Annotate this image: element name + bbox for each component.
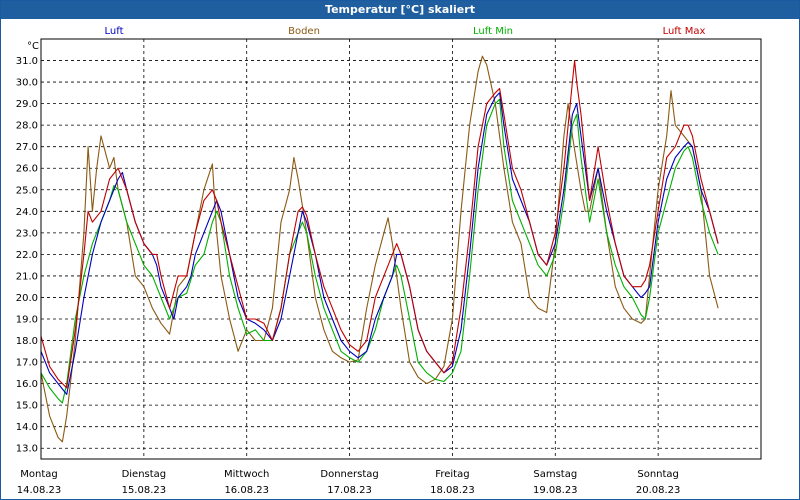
y-tick-label: 19.0 — [16, 315, 38, 326]
series-line-luft — [40, 92, 719, 395]
legend-boden: Boden — [288, 26, 320, 37]
day-name-label: Sonntag — [637, 469, 679, 480]
y-tick-label: 27.0 — [16, 142, 38, 153]
series-line-luft-max — [40, 59, 719, 389]
day-name-label: Donnerstag — [320, 469, 378, 480]
y-tick-label: 15.0 — [16, 401, 38, 412]
y-tick-label: 23.0 — [16, 228, 38, 239]
legend-luft-max: Luft Max — [662, 26, 706, 37]
y-tick-label: 13.0 — [16, 444, 38, 455]
y-axis-unit-label: °C — [27, 41, 39, 52]
y-tick-label: 28.0 — [16, 121, 38, 132]
window-title: Temperatur [°C] skaliert — [1, 1, 799, 19]
series-lines — [40, 55, 719, 443]
y-tick-label: 17.0 — [16, 358, 38, 369]
grid-lines — [41, 39, 761, 459]
y-tick-label: 14.0 — [16, 422, 38, 433]
legend-luft-min: Luft Min — [473, 26, 513, 37]
y-tick-label: 18.0 — [16, 336, 38, 347]
y-tick-label: 22.0 — [16, 250, 38, 261]
y-tick-label: 25.0 — [16, 185, 38, 196]
day-name-label: Freitag — [435, 469, 469, 480]
day-date-label: 17.08.23 — [327, 485, 372, 496]
plot-frame — [40, 38, 762, 460]
y-tick-label: 29.0 — [16, 99, 38, 110]
day-date-label: 16.08.23 — [224, 485, 269, 496]
day-name-label: Mittwoch — [224, 469, 269, 480]
day-date-label: 19.08.23 — [533, 485, 578, 496]
legend-luft: Luft — [104, 26, 124, 37]
y-tick-label: 21.0 — [16, 271, 38, 282]
y-tick-label: 26.0 — [16, 164, 38, 175]
day-date-label: 15.08.23 — [122, 485, 167, 496]
y-tick-label: 31.0 — [16, 56, 38, 67]
y-tick-label: 16.0 — [16, 379, 38, 390]
y-tick-label: 30.0 — [16, 78, 38, 89]
day-date-label: 20.08.23 — [636, 485, 681, 496]
x-axis-day-labels: Montag 14.08.23 Dienstag 15.08.23 Mittwoch 16… — [17, 469, 681, 496]
y-axis-ticks: 13.0 14.0 15.0 16.0 17.0 18.0 19.0 20.0 21.0 22.0… — [16, 56, 38, 455]
day-name-label: Samstag — [533, 469, 577, 480]
y-tick-label: 20.0 — [16, 293, 38, 304]
y-tick-label: 24.0 — [16, 207, 38, 218]
day-name-label: Montag — [20, 469, 57, 480]
day-date-label: 14.08.23 — [17, 485, 62, 496]
day-name-label: Dienstag — [122, 469, 167, 480]
day-date-label: 18.08.23 — [430, 485, 475, 496]
